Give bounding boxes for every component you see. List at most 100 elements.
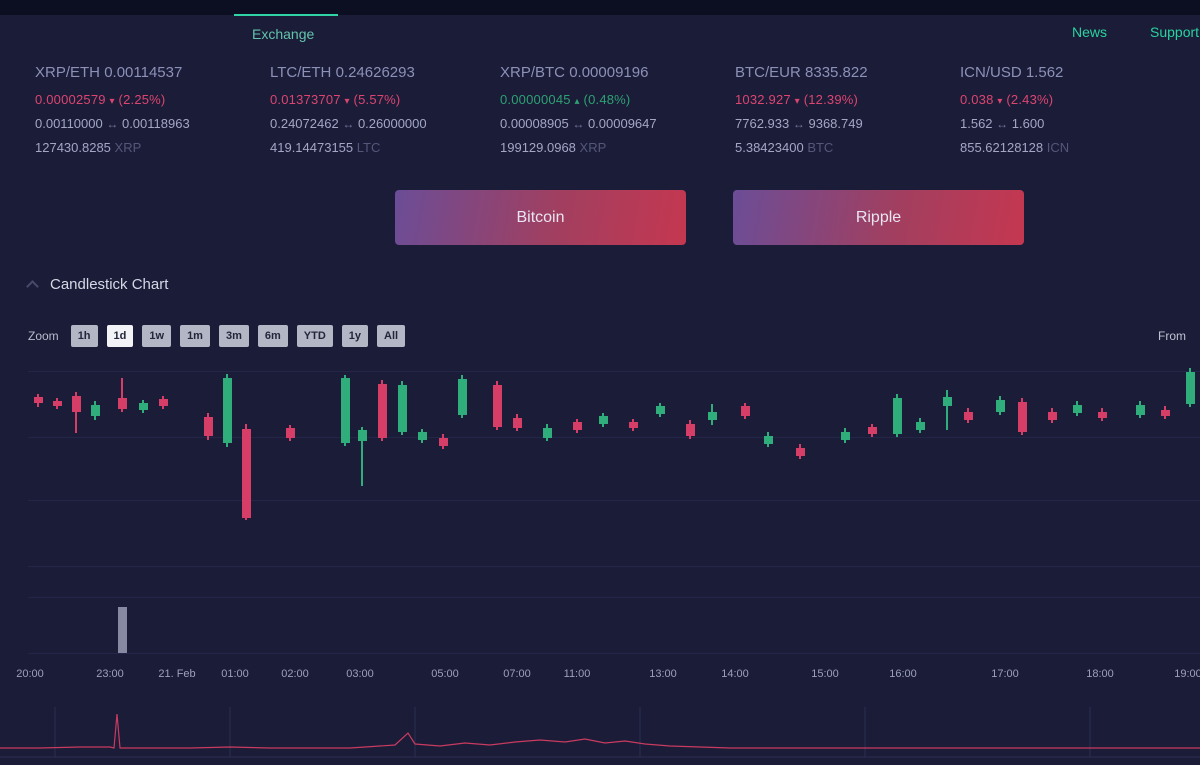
zoom-1w[interactable]: 1w: [142, 325, 172, 347]
pair-label: XRP/BTC: [500, 64, 566, 81]
candle-body: [893, 398, 902, 434]
candle-body: [204, 417, 213, 436]
bitcoin-button[interactable]: Bitcoin: [395, 190, 686, 245]
ticker-volume: 127430.8285 XRP: [35, 140, 267, 155]
change-percent: (5.57%): [353, 92, 401, 107]
x-axis-label: 14:00: [721, 668, 749, 680]
range-high: 0.00118963: [121, 116, 190, 131]
candle-body: [656, 406, 665, 414]
candle-wick: [946, 390, 948, 430]
zoom-ytd[interactable]: YTD: [296, 325, 333, 347]
range-arrow-icon: ↔: [996, 117, 1009, 131]
candle-body: [53, 401, 62, 406]
x-axis-label: 02:00: [281, 668, 309, 680]
candle-body: [72, 396, 81, 412]
navigator-line-chart: [0, 707, 1200, 758]
candle-body: [1136, 405, 1145, 415]
zoom-all[interactable]: All: [377, 325, 406, 347]
pair-label: XRP/ETH: [35, 64, 101, 81]
ticker-range: 0.00008905 ↔ 0.00009647: [500, 116, 732, 131]
candle-body: [493, 385, 502, 427]
candle-body: [708, 412, 717, 420]
ticker-xrp-btc[interactable]: XRP/BTC 0.00009196 0.00000045 ▴ (0.48%) …: [500, 64, 732, 155]
up-arrow-icon: ▴: [574, 96, 580, 107]
zoom-3m[interactable]: 3m: [218, 325, 249, 347]
x-axis-label: 21. Feb: [158, 668, 196, 680]
candle-body: [1186, 372, 1195, 404]
ticker-pair-price: ICN/USD 1.562: [960, 64, 1192, 81]
change-value: 0.00000045: [500, 92, 571, 107]
candle-wick: [75, 392, 77, 433]
down-arrow-icon: ▾: [344, 96, 350, 107]
candle-body: [358, 430, 367, 441]
x-axis-label: 07:00: [503, 668, 531, 680]
ticker-pair-price: XRP/ETH 0.00114537: [35, 64, 267, 81]
ticker-range: 1.562 ↔ 1.600: [960, 116, 1192, 131]
x-axis-label: 20:00: [16, 668, 44, 680]
ticker-ltc-eth[interactable]: LTC/ETH 0.24626293 0.01373707 ▾ (5.57%) …: [270, 64, 502, 155]
candle-body: [513, 418, 522, 428]
chart-navigator[interactable]: [0, 705, 1200, 760]
range-low: 0.00110000: [35, 116, 103, 131]
zoom-1m[interactable]: 1m: [180, 325, 210, 347]
top-bar: [0, 0, 1200, 15]
candle-wick: [121, 378, 123, 412]
candle-body: [543, 428, 552, 438]
section-header: Candlestick Chart: [26, 276, 169, 293]
range-low: 1.562: [960, 116, 993, 131]
candle-body: [286, 428, 295, 438]
collapse-chevron-icon[interactable]: [26, 280, 39, 293]
zoom-6m[interactable]: 6m: [257, 325, 288, 347]
x-axis-label: 13:00: [649, 668, 677, 680]
pair-price: 1.562: [1025, 64, 1064, 81]
volume-unit: LTC: [356, 140, 381, 155]
candle-body: [868, 427, 877, 434]
from-label: From: [1158, 329, 1186, 343]
candle-body: [159, 399, 168, 406]
gridline: [28, 371, 1200, 372]
down-arrow-icon: ▾: [109, 96, 115, 107]
candle-body: [943, 397, 952, 406]
gridline: [28, 500, 1200, 501]
change-percent: (0.48%): [583, 92, 631, 107]
volume-value: 855.62128128: [960, 140, 1044, 155]
change-percent: (2.25%): [118, 92, 166, 107]
candle-wick: [361, 427, 363, 486]
ticker-pair-price: LTC/ETH 0.24626293: [270, 64, 502, 81]
ticker-xrp-eth[interactable]: XRP/ETH 0.00114537 0.00002579 ▾ (2.25%) …: [35, 64, 267, 155]
pair-label: ICN/USD: [960, 64, 1022, 81]
volume-unit: ICN: [1046, 140, 1070, 155]
zoom-1d[interactable]: 1d: [106, 325, 134, 347]
candle-body: [91, 405, 100, 416]
candle-body: [764, 436, 773, 444]
x-axis-label: 16:00: [889, 668, 917, 680]
x-axis-label: 18:00: [1086, 668, 1114, 680]
nav-link-news[interactable]: News: [1072, 24, 1108, 40]
ticker-volume: 855.62128128 ICN: [960, 140, 1192, 155]
ticker-range: 0.00110000 ↔ 0.00118963: [35, 116, 267, 131]
x-axis-label: 05:00: [431, 668, 459, 680]
ticker-pair-price: BTC/EUR 8335.822: [735, 64, 967, 81]
range-arrow-icon: ↔: [106, 117, 119, 131]
zoom-1y[interactable]: 1y: [341, 325, 369, 347]
candle-body: [398, 385, 407, 432]
candle-body: [996, 400, 1005, 412]
section-title: Candlestick Chart: [50, 276, 169, 293]
zoom-label: Zoom: [28, 329, 59, 343]
tab-exchange[interactable]: Exchange: [252, 26, 315, 42]
ticker-icn-usd[interactable]: ICN/USD 1.562 0.038 ▾ (2.43%) 1.562 ↔ 1.…: [960, 64, 1192, 155]
candle-body: [1161, 410, 1170, 416]
range-low: 7762.933: [735, 116, 790, 131]
zoom-1h[interactable]: 1h: [70, 325, 98, 347]
ticker-volume: 5.38423400 BTC: [735, 140, 967, 155]
range-arrow-icon: ↔: [342, 117, 355, 131]
nav-link-support[interactable]: Support: [1150, 24, 1200, 40]
ticker-btc-eur[interactable]: BTC/EUR 8335.822 1032.927 ▾ (12.39%) 776…: [735, 64, 967, 155]
candle-body: [458, 379, 467, 415]
range-low: 0.00008905: [500, 116, 569, 131]
pair-price: 0.00114537: [104, 64, 183, 81]
ripple-button[interactable]: Ripple: [733, 190, 1024, 245]
pair-label: LTC/ETH: [270, 64, 332, 81]
pair-price: 8335.822: [805, 64, 868, 81]
